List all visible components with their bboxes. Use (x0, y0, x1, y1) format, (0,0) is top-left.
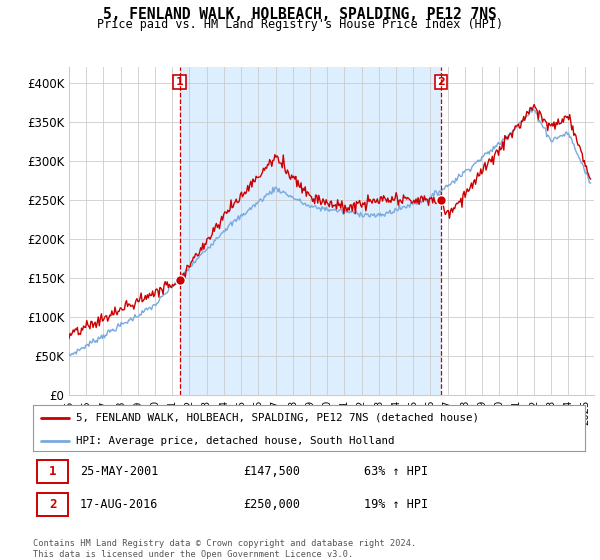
Bar (179, 67, 442, 395)
Text: Price paid vs. HM Land Registry's House Price Index (HPI): Price paid vs. HM Land Registry's House … (97, 18, 503, 31)
Text: 2: 2 (49, 498, 56, 511)
FancyBboxPatch shape (37, 493, 68, 516)
Text: 17-AUG-2016: 17-AUG-2016 (80, 498, 158, 511)
FancyBboxPatch shape (37, 460, 68, 483)
Text: 2: 2 (437, 77, 445, 87)
Text: 5, FENLAND WALK, HOLBEACH, SPALDING, PE12 7NS: 5, FENLAND WALK, HOLBEACH, SPALDING, PE1… (103, 7, 497, 22)
Text: 1: 1 (176, 77, 184, 87)
Text: 5, FENLAND WALK, HOLBEACH, SPALDING, PE12 7NS (detached house): 5, FENLAND WALK, HOLBEACH, SPALDING, PE1… (76, 413, 479, 423)
Text: 19% ↑ HPI: 19% ↑ HPI (364, 498, 428, 511)
Text: 63% ↑ HPI: 63% ↑ HPI (364, 465, 428, 478)
Text: 1: 1 (49, 465, 56, 478)
Text: 25-MAY-2001: 25-MAY-2001 (80, 465, 158, 478)
Text: £147,500: £147,500 (243, 465, 300, 478)
Text: £250,000: £250,000 (243, 498, 300, 511)
Text: Contains HM Land Registry data © Crown copyright and database right 2024.
This d: Contains HM Land Registry data © Crown c… (33, 539, 416, 559)
Text: HPI: Average price, detached house, South Holland: HPI: Average price, detached house, Sout… (76, 436, 395, 446)
